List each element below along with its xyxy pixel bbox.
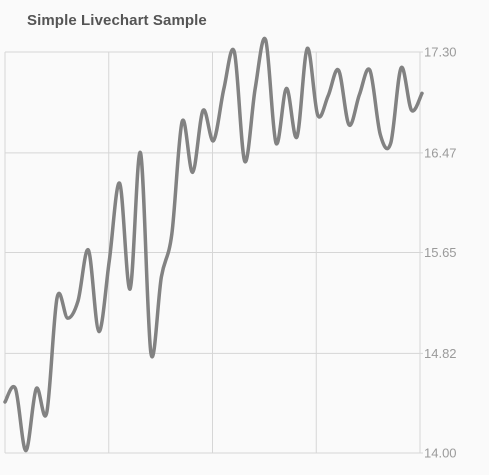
y-tick-label: 14.82 [424,346,457,361]
y-axis-labels: 14.00 14.82 15.65 16.47 17.30 [424,44,457,460]
chart-grid [4,51,423,454]
y-tick-label: 14.00 [424,445,457,460]
y-tick-label: 15.65 [424,245,457,260]
y-tick-label: 16.47 [424,145,457,160]
y-tick-label: 17.30 [424,44,457,59]
series-line [3,36,424,453]
chart-series [3,36,424,453]
chart-title: Simple Livechart Sample [27,12,207,29]
